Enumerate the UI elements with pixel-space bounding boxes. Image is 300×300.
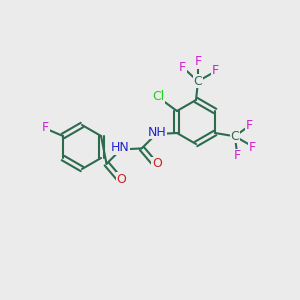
Text: F: F — [42, 121, 49, 134]
Text: NH: NH — [148, 126, 166, 139]
Text: O: O — [152, 157, 162, 170]
Text: HN: HN — [110, 141, 129, 154]
Text: C: C — [230, 130, 239, 143]
Text: O: O — [117, 172, 127, 186]
Text: F: F — [212, 64, 219, 77]
Text: Cl: Cl — [152, 90, 165, 104]
Text: C: C — [194, 75, 202, 88]
Text: F: F — [245, 119, 253, 132]
Text: F: F — [194, 55, 202, 68]
Text: F: F — [249, 141, 256, 154]
Text: F: F — [179, 61, 186, 74]
Text: F: F — [233, 149, 241, 162]
